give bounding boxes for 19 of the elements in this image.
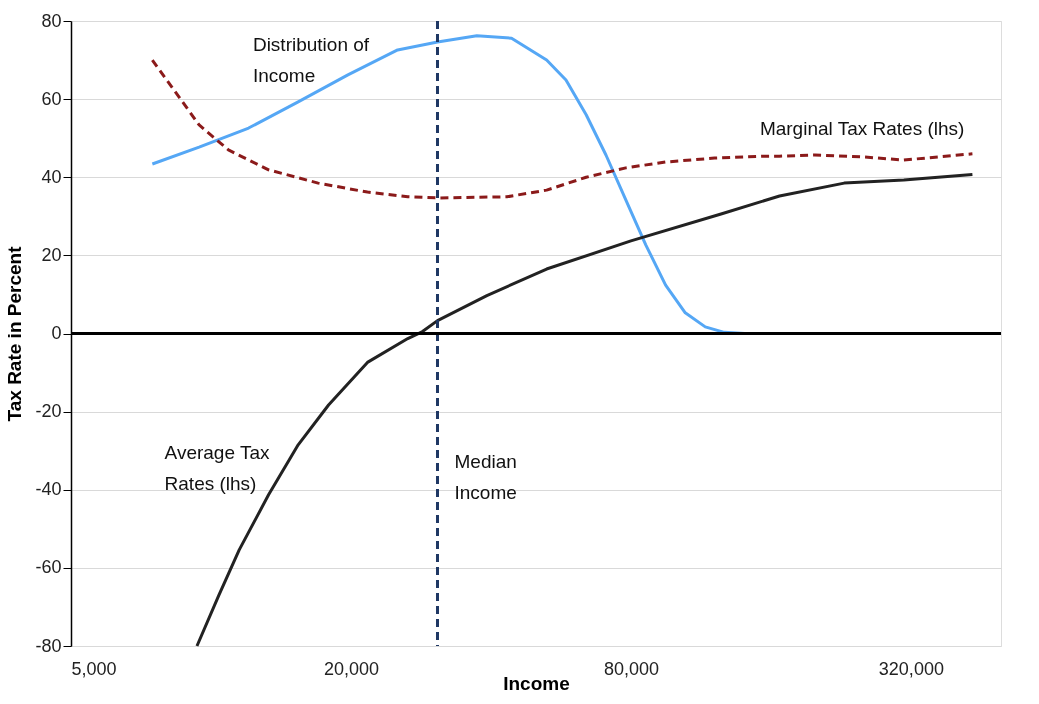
ref-line-label: Median Income [454,451,517,503]
y-tick-label: -20 [35,401,62,422]
series-label: Average Tax Rates (lhs) [164,441,270,494]
x-tick-label: 5,000 [71,658,117,679]
x-axis-title: Income [503,672,570,694]
series-label: Distribution of Income [252,33,370,86]
y-tick-label: 80 [41,10,62,31]
y-axis-title: Tax Rate in Percent [4,245,26,422]
y-tick-label: -40 [35,479,62,500]
y-tick-label: 40 [41,166,62,187]
y-tick-label: 60 [41,88,62,109]
x-tick-label: 80,000 [603,658,659,679]
y-tick-label: -60 [35,557,62,578]
y-tick-label: -80 [35,635,62,656]
series-label: Marginal Tax Rates (lhs) [759,117,965,139]
x-tick-label: 20,000 [323,658,379,679]
y-tick-label: 20 [41,244,62,265]
x-tick-label: 320,000 [878,658,944,679]
y-tick-label: 0 [51,323,62,343]
